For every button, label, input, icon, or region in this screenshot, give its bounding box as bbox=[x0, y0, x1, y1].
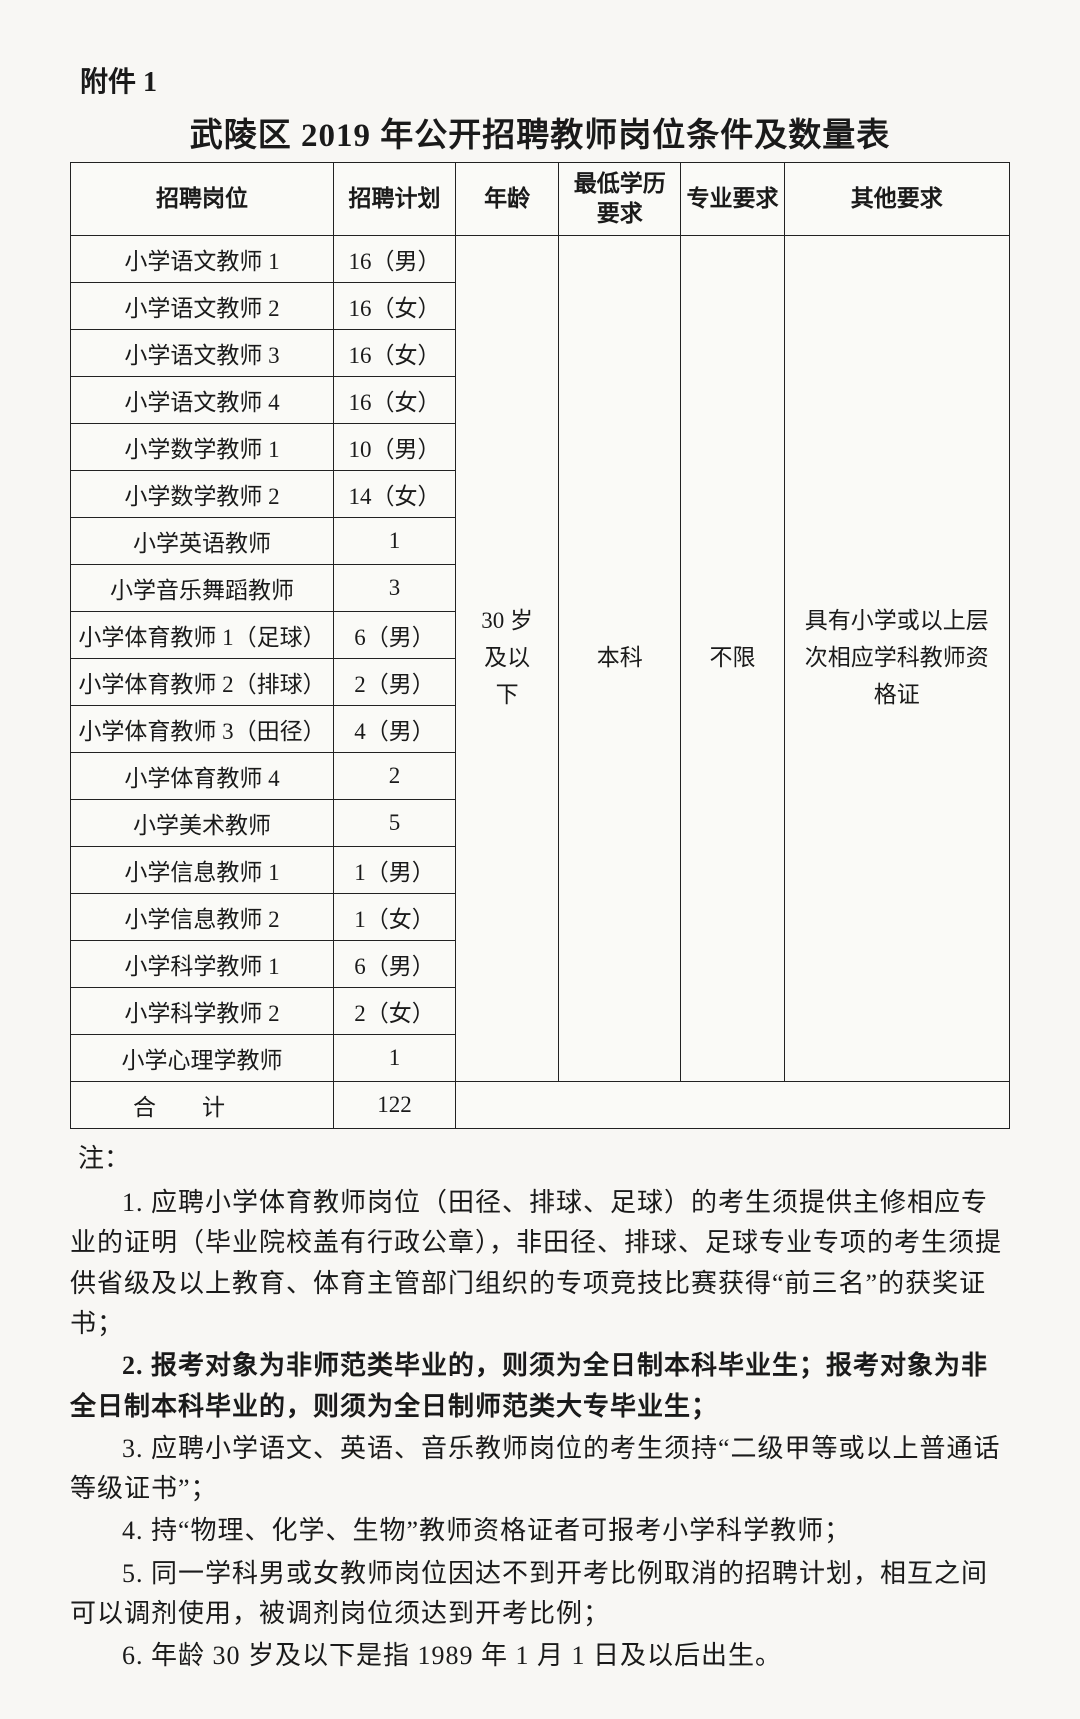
note-item: 3. 应聘小学语文、英语、音乐教师岗位的考生须持“二级甲等或以上普通话等级证书”… bbox=[70, 1429, 1010, 1510]
cell-plan: 3 bbox=[333, 564, 455, 611]
cell-plan: 5 bbox=[333, 799, 455, 846]
notes-label: 注： bbox=[70, 1139, 1010, 1179]
cell-plan: 10（男） bbox=[333, 423, 455, 470]
cell-plan: 1 bbox=[333, 1034, 455, 1081]
note-item: 1. 应聘小学体育教师岗位（田径、排球、足球）的考生须提供主修相应专业的证明（毕… bbox=[70, 1183, 1010, 1344]
header-position: 招聘岗位 bbox=[71, 163, 334, 236]
cell-position: 小学语文教师 4 bbox=[71, 376, 334, 423]
cell-education: 本科 bbox=[559, 235, 681, 1081]
cell-plan: 2 bbox=[333, 752, 455, 799]
total-value: 122 bbox=[333, 1081, 455, 1128]
cell-plan: 16（女） bbox=[333, 329, 455, 376]
header-plan: 招聘计划 bbox=[333, 163, 455, 236]
cell-position: 小学语文教师 1 bbox=[71, 235, 334, 282]
cell-position: 小学信息教师 1 bbox=[71, 846, 334, 893]
document-title: 武陵区 2019 年公开招聘教师岗位条件及数量表 bbox=[70, 108, 1010, 156]
table-total-row: 合计122 bbox=[71, 1081, 1010, 1128]
note-item: 4. 持“物理、化学、生物”教师资格证者可报考小学科学教师； bbox=[70, 1511, 1010, 1551]
cell-position: 小学语文教师 2 bbox=[71, 282, 334, 329]
cell-other: 具有小学或以上层次相应学科教师资格证 bbox=[784, 235, 1009, 1081]
cell-position: 小学数学教师 2 bbox=[71, 470, 334, 517]
table-header-row: 招聘岗位 招聘计划 年龄 最低学历要求 专业要求 其他要求 bbox=[71, 163, 1010, 236]
cell-plan: 16（女） bbox=[333, 282, 455, 329]
cell-position: 小学体育教师 4 bbox=[71, 752, 334, 799]
cell-plan: 16（男） bbox=[333, 235, 455, 282]
cell-position: 小学体育教师 1（足球） bbox=[71, 611, 334, 658]
cell-major: 不限 bbox=[681, 235, 784, 1081]
cell-plan: 6（男） bbox=[333, 940, 455, 987]
cell-plan: 1 bbox=[333, 517, 455, 564]
cell-plan: 1（男） bbox=[333, 846, 455, 893]
total-blank bbox=[455, 1081, 1009, 1128]
header-age: 年龄 bbox=[455, 163, 558, 236]
header-education: 最低学历要求 bbox=[559, 163, 681, 236]
cell-position: 小学科学教师 2 bbox=[71, 987, 334, 1034]
cell-position: 小学体育教师 3（田径） bbox=[71, 705, 334, 752]
notes-section: 注： 1. 应聘小学体育教师岗位（田径、排球、足球）的考生须提供主修相应专业的证… bbox=[70, 1139, 1010, 1677]
cell-position: 小学信息教师 2 bbox=[71, 893, 334, 940]
recruitment-table: 招聘岗位 招聘计划 年龄 最低学历要求 专业要求 其他要求 小学语文教师 116… bbox=[70, 162, 1010, 1129]
cell-plan: 14（女） bbox=[333, 470, 455, 517]
note-item: 2. 报考对象为非师范类毕业的，则须为全日制本科毕业生；报考对象为非全日制本科毕… bbox=[70, 1346, 1010, 1427]
header-major: 专业要求 bbox=[681, 163, 784, 236]
cell-plan: 16（女） bbox=[333, 376, 455, 423]
table-row: 小学语文教师 116（男）30 岁及以下本科不限具有小学或以上层次相应学科教师资… bbox=[71, 235, 1010, 282]
attachment-label: 附件 1 bbox=[70, 60, 1010, 100]
total-label: 合计 bbox=[71, 1081, 334, 1128]
cell-position: 小学美术教师 bbox=[71, 799, 334, 846]
note-item: 5. 同一学科男或女教师岗位因达不到开考比例取消的招聘计划，相互之间可以调剂使用… bbox=[70, 1554, 1010, 1635]
cell-position: 小学英语教师 bbox=[71, 517, 334, 564]
cell-plan: 2（男） bbox=[333, 658, 455, 705]
cell-age: 30 岁及以下 bbox=[455, 235, 558, 1081]
cell-plan: 6（男） bbox=[333, 611, 455, 658]
cell-position: 小学心理学教师 bbox=[71, 1034, 334, 1081]
cell-plan: 2（女） bbox=[333, 987, 455, 1034]
cell-position: 小学数学教师 1 bbox=[71, 423, 334, 470]
header-other: 其他要求 bbox=[784, 163, 1009, 236]
cell-position: 小学科学教师 1 bbox=[71, 940, 334, 987]
cell-plan: 4（男） bbox=[333, 705, 455, 752]
cell-plan: 1（女） bbox=[333, 893, 455, 940]
cell-position: 小学体育教师 2（排球） bbox=[71, 658, 334, 705]
cell-position: 小学音乐舞蹈教师 bbox=[71, 564, 334, 611]
cell-position: 小学语文教师 3 bbox=[71, 329, 334, 376]
note-item: 6. 年龄 30 岁及以下是指 1989 年 1 月 1 日及以后出生。 bbox=[70, 1636, 1010, 1676]
